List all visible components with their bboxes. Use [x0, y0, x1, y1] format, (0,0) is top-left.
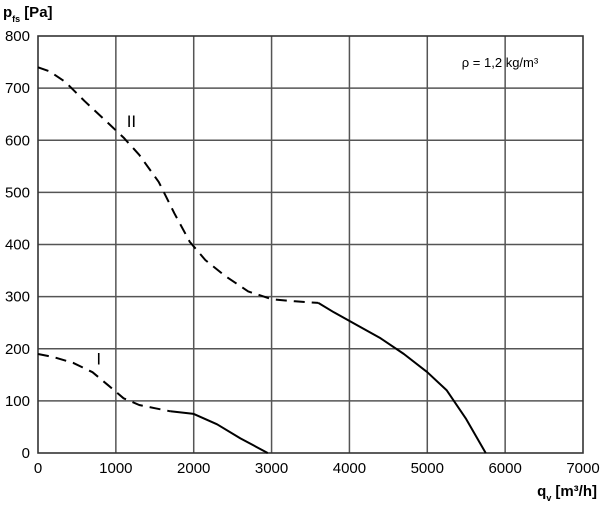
y-tick-600: 600	[5, 132, 30, 149]
y-tick-200: 200	[5, 341, 30, 358]
x-tick-2000: 2000	[177, 460, 210, 477]
y-axis-title-sub: fs	[12, 14, 20, 24]
y-tick-800: 800	[5, 28, 30, 45]
x-tick-3000: 3000	[255, 460, 288, 477]
curve-i-dashed	[37, 353, 171, 413]
curve-label-ii: II	[127, 112, 136, 131]
x-tick-6000: 6000	[488, 460, 521, 477]
density-annotation: ρ = 1,2 kg/m³	[462, 55, 539, 70]
y-axis-title-unit: [Pa]	[24, 4, 52, 21]
x-tick-4000: 4000	[333, 460, 366, 477]
y-axis-title: pfs [Pa]	[3, 4, 53, 24]
y-tick-500: 500	[5, 184, 30, 201]
x-tick-7000: 7000	[566, 460, 599, 477]
curve-i-solid	[170, 410, 269, 454]
curve-label-i: I	[96, 349, 101, 368]
x-axis-title-unit: [m³/h]	[555, 483, 597, 500]
y-tick-300: 300	[5, 289, 30, 306]
y-axis-title-main: p	[3, 4, 12, 21]
curves: III	[37, 66, 487, 454]
x-tick-labels: 0 1000 2000 3000 4000 5000 6000 7000	[34, 460, 600, 477]
grid-lines	[38, 36, 583, 453]
curve-ii-solid	[317, 302, 487, 454]
x-tick-5000: 5000	[411, 460, 444, 477]
curve-ii-dashed	[37, 66, 319, 304]
plot-frame	[37, 35, 584, 454]
x-tick-1000: 1000	[99, 460, 132, 477]
y-tick-700: 700	[5, 80, 30, 97]
y-tick-labels: 0 100 200 300 400 500 600 700 800	[5, 28, 30, 462]
y-tick-0: 0	[22, 445, 30, 462]
x-axis-title: qv [m³/h]	[537, 483, 597, 503]
x-axis-title-main: q	[537, 483, 546, 500]
y-tick-400: 400	[5, 237, 30, 254]
x-axis-title-sub: v	[546, 493, 551, 503]
x-tick-0: 0	[34, 460, 42, 477]
y-tick-100: 100	[5, 393, 30, 410]
